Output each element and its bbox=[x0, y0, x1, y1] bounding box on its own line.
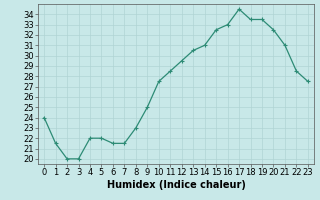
X-axis label: Humidex (Indice chaleur): Humidex (Indice chaleur) bbox=[107, 180, 245, 190]
